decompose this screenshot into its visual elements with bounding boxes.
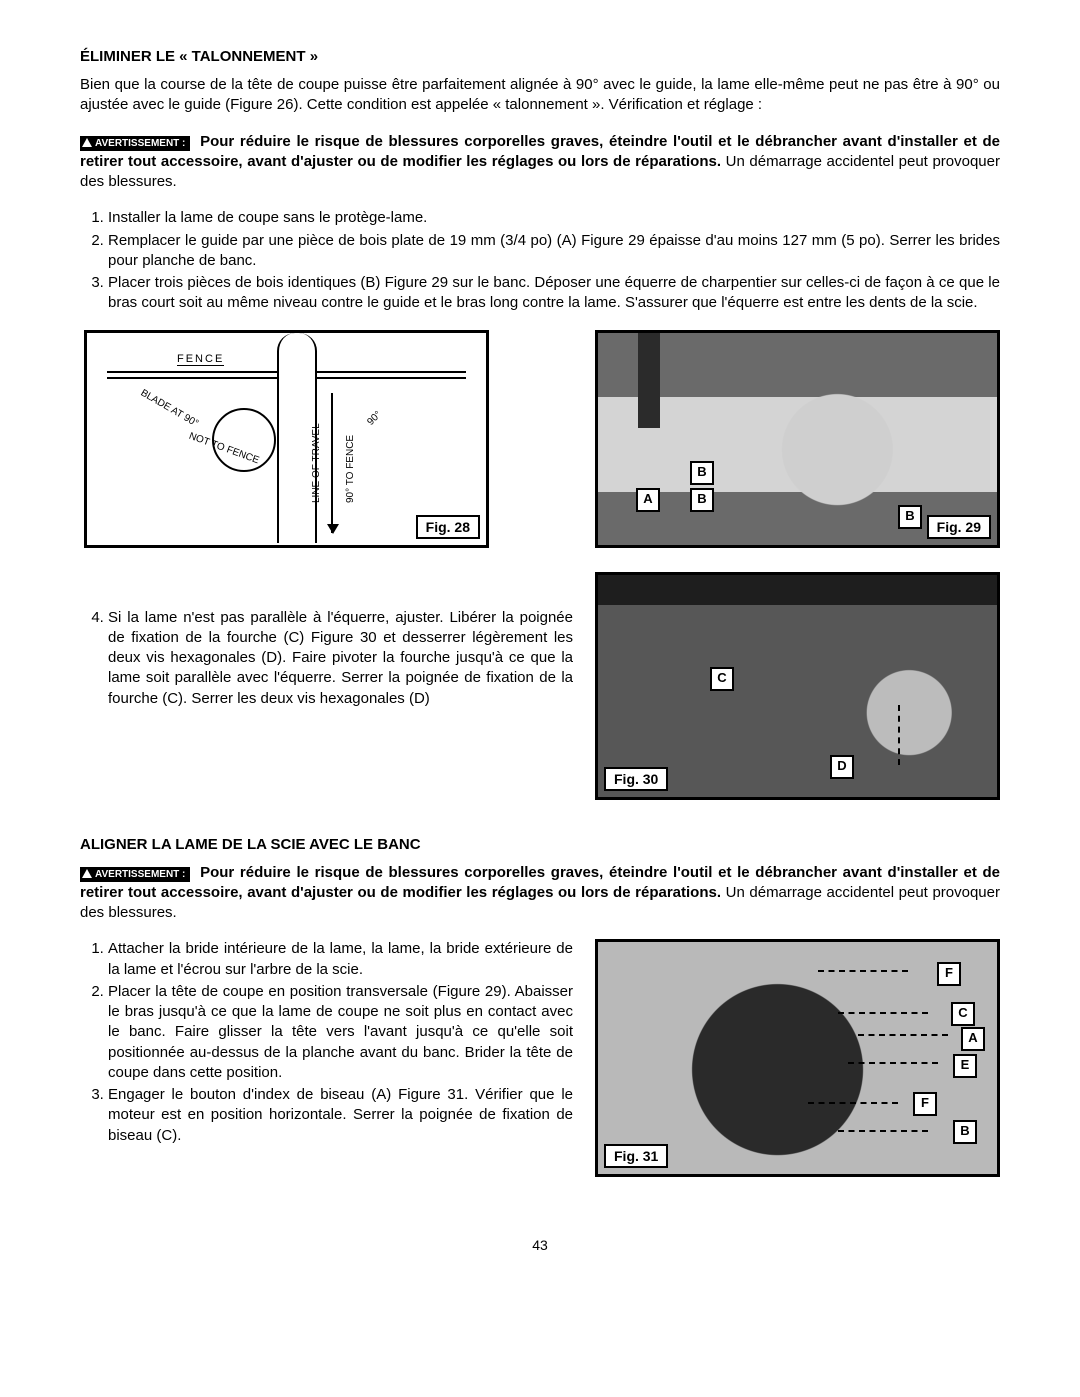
figure-31-caption: Fig. 31 [604, 1144, 668, 1168]
callout-E: E [953, 1054, 977, 1078]
fig28-note1: BLADE AT 90° [139, 387, 201, 429]
figure-row-28-29: FENCE LINE OF TRAVEL 90° TO FENCE BLADE … [84, 330, 1000, 548]
callout-D: D [830, 755, 854, 779]
warning-badge: AVERTISSEMENT : [80, 867, 190, 883]
figure-30: C D Fig. 30 [595, 572, 1000, 800]
step-item: Remplacer le guide par une pièce de bois… [108, 231, 1000, 272]
callout-A: A [636, 488, 660, 512]
section1-step4-list: Si la lame n'est pas parallèle à l'équer… [80, 608, 573, 709]
section2-title: ALIGNER LA LAME DE LA SCIE AVEC LE BANC [80, 836, 1000, 853]
warning-label-text: AVERTISSEMENT : [95, 138, 185, 149]
section1-steps: Installer la lame de coupe sans le protè… [80, 208, 1000, 313]
callout-B: B [690, 461, 714, 485]
page-number: 43 [80, 1237, 1000, 1253]
step-item: Engager le bouton d'index de biseau (A) … [108, 1085, 573, 1146]
fence-label: FENCE [177, 353, 224, 366]
callout-B: B [953, 1120, 977, 1144]
figure-29-caption: Fig. 29 [927, 515, 991, 539]
figure-31: F C A E F B Fig. 31 [595, 939, 1000, 1177]
section1-warning: AVERTISSEMENT : Pour réduire le risque d… [80, 132, 1000, 193]
step-item: Attacher la bride intérieure de la lame,… [108, 939, 573, 980]
step4-and-fig30: Si la lame n'est pas parallèle à l'équer… [80, 572, 1000, 800]
manual-page: ÉLIMINER LE « TALONNEMENT » Bien que la … [0, 0, 1080, 1293]
warning-badge: AVERTISSEMENT : [80, 136, 190, 152]
section2-steps: Attacher la bride intérieure de la lame,… [80, 939, 573, 1146]
section2-steps-and-fig31: Attacher la bride intérieure de la lame,… [80, 939, 1000, 1177]
section2-warning: AVERTISSEMENT : Pour réduire le risque d… [80, 863, 1000, 924]
figure-29: A B B B Fig. 29 [595, 330, 1000, 548]
callout-F: F [937, 962, 961, 986]
warning-label-text: AVERTISSEMENT : [95, 869, 185, 880]
fig28-ang90: 90° [365, 409, 383, 427]
callout-B: B [898, 505, 922, 529]
callout-B: B [690, 488, 714, 512]
section1-intro: Bien que la course de la tête de coupe p… [80, 75, 1000, 116]
callout-C: C [710, 667, 734, 691]
fig28-vtext2: 90° TO FENCE [345, 434, 356, 502]
step-item: Installer la lame de coupe sans le protè… [108, 208, 1000, 228]
section1-title: ÉLIMINER LE « TALONNEMENT » [80, 48, 1000, 65]
step-item: Placer trois pièces de bois identiques (… [108, 273, 1000, 314]
fig28-vtext1: LINE OF TRAVEL [311, 423, 322, 503]
callout-A: A [961, 1027, 985, 1051]
figure-28: FENCE LINE OF TRAVEL 90° TO FENCE BLADE … [84, 330, 489, 548]
step-item: Placer la tête de coupe en position tran… [108, 982, 573, 1083]
figure-28-caption: Fig. 28 [416, 515, 480, 539]
step-item: Si la lame n'est pas parallèle à l'équer… [108, 608, 573, 709]
callout-F: F [913, 1092, 937, 1116]
figure-30-caption: Fig. 30 [604, 767, 668, 791]
callout-C: C [951, 1002, 975, 1026]
